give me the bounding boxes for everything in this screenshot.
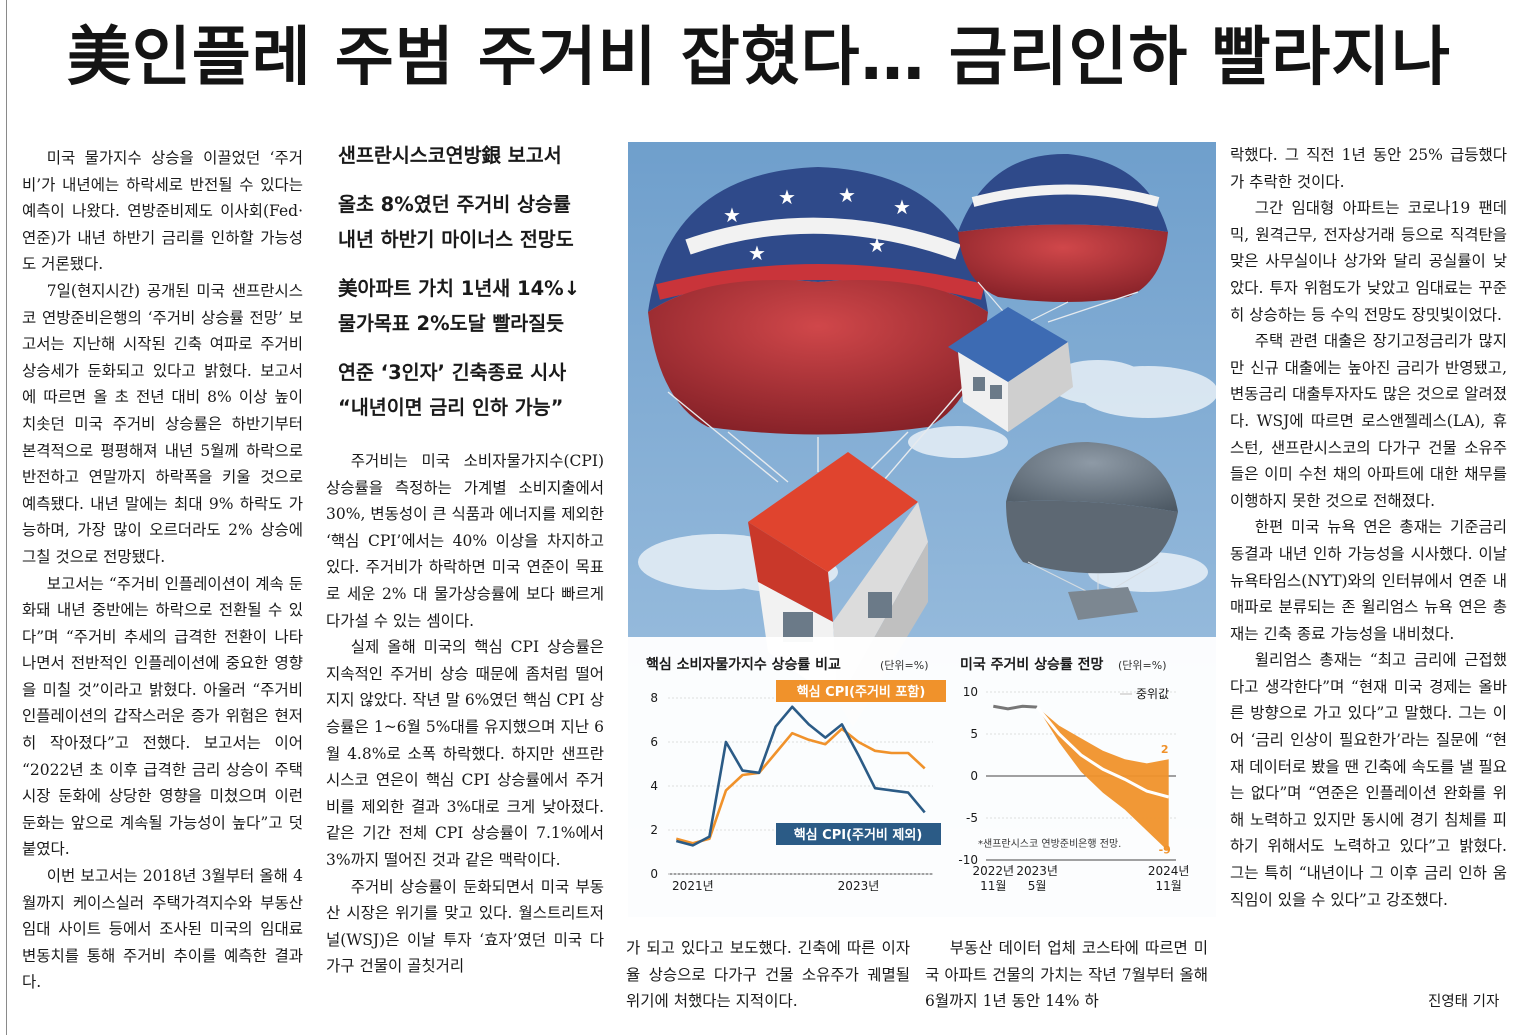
article-column-4: 부동산 데이터 업체 코스타에 따르면 미국 아파트 건물의 가치는 작년 7월… [925,935,1208,1015]
article-column-5: 락했다. 그 직전 1년 동안 25% 급등했다가 추락한 것이다. 그간 임대… [1230,142,1507,913]
x-tick-label: 2021년 [672,879,714,893]
x-tick-line: 2023년 [1016,864,1058,878]
paragraph: 주택 관련 대출은 장기고정금리가 많지만 신규 대출에는 높아진 금리가 반영… [1230,332,1507,510]
paragraph: 주거비 상승률이 둔화되면서 미국 부동산 시장은 위기를 맞고 있다. 월스트… [326,877,604,976]
grey-parachute [1006,442,1178,620]
paragraph: 윌리엄스 총재는 “최고 금리에 근접했다고 생각한다”며 “현재 미국 경제는… [1230,651,1507,909]
article-column-1: 미국 물가지수 상승을 이끌었던 ‘주거비’가 내년에는 하락세로 반전될 수 … [22,145,303,996]
y-tick-label: 2 [650,823,658,837]
subheadlines: 샌프란시스코연방銀 보고서 올초 8%였던 주거비 상승률 내년 하반기 마이너… [338,138,618,425]
paragraph: 가 되고 있다고 보도했다. 긴축에 따른 이자율 상승으로 다가구 건물 소유… [626,939,910,1011]
subhead-line: 물가목표 2%도달 빨라질듯 [338,312,565,335]
paragraph: 락했다. 그 직전 1년 동안 25% 급등했다가 추락한 것이다. [1230,146,1507,191]
paragraph: 7일(현지시간) 공개된 미국 샌프란시스코 연방준비은행의 ‘주거비 상승률 … [22,281,303,566]
series-line [675,705,926,847]
svg-text:★: ★ [723,203,741,227]
history-line [993,704,1038,711]
legend-box-orange [776,680,946,702]
byline: 진영태 기자 [1428,994,1500,1010]
chart-unit: (단위=%) [880,659,929,672]
y-tick-label: -10 [958,853,978,867]
annotation-label: -9 [1159,844,1171,857]
paragraph: 실제 올해 미국의 핵심 CPI 상승률은 지속적인 주거비 상승 때문에 좀처… [326,638,604,869]
median-line [1035,706,1170,799]
y-tick-label: 0 [650,867,658,881]
legend-label: 핵심 CPI(주거비 제외) [794,827,923,843]
illustration-panel: ★ ★ ★ ★ ★ ★ [628,142,1216,917]
paragraph: 미국 물가지수 상승을 이끌었던 ‘주거비’가 내년에는 하락세로 반전될 수 … [22,149,303,274]
y-tick-label: 0 [970,769,978,783]
y-tick-label: 8 [650,691,658,705]
core-cpi-comparison-chart: 핵심 소비자물가지수 상승률 비교 (단위=%) 0 2 4 6 8 2021년 2023년… [646,656,946,893]
subhead-line: 올초 8%였던 주거비 상승률 [338,193,571,216]
blue-roof-house [948,307,1073,432]
x-tick-line: 11월 [1156,879,1182,893]
parachute-houses-illustration: ★ ★ ★ ★ ★ ★ [628,142,1216,917]
svg-text:★: ★ [748,241,766,265]
paragraph: 보고서는 “주거비 인플레이션이 계속 둔화돼 내년 중반에는 하락으로 전환될… [22,574,303,859]
subhead-line: 샌프란시스코연방銀 보고서 [338,144,562,167]
article-column-3: 가 되고 있다고 보도했다. 긴축에 따른 이자율 상승으로 다가구 건물 소유… [626,935,910,1015]
paragraph: 한편 미국 뉴욕 연은 총재는 기준금리 동결과 내년 인하 가능성을 시사했다… [1230,518,1507,643]
svg-text:★: ★ [868,233,886,257]
paragraph: 그간 임대형 아파트는 코로나19 팬데믹, 원격근무, 전자상거래 등으로 직… [1230,199,1507,324]
x-tick-label: 2024년 11월 [1148,864,1190,893]
x-tick-line: 2022년 [973,864,1015,878]
annotation-label: 2 [1161,743,1169,756]
legend-label: 핵심 CPI(주거비 포함) [797,684,926,700]
page-border [6,0,7,1035]
subhead-line: “내년이면 금리 인하 가능” [338,396,564,419]
headline: 美인플레 주범 주거비 잡혔다… 금리인하 빨라지나 [66,21,1452,95]
x-tick-line: 2024년 [1148,864,1190,878]
large-parachute: ★ ★ ★ ★ ★ ★ [648,167,988,488]
x-tick-label: 2023년 5월 [1016,864,1058,893]
y-tick-label: 4 [650,779,658,793]
svg-text:★: ★ [778,185,796,209]
svg-text:★: ★ [893,195,911,219]
x-tick-label: 2022년 11월 [973,864,1015,893]
chart-unit: (단위=%) [1118,659,1167,672]
legend-label: 중위값 [1136,687,1169,701]
small-parachute [958,153,1168,323]
x-tick-line: 5월 [1028,879,1047,893]
x-tick-label: 2023년 [838,879,880,893]
article-column-2: 주거비는 미국 소비자물가지수(CPI) 상승률을 측정하는 가계별 소비지출에… [326,448,604,980]
y-tick-label: 5 [970,727,978,741]
x-tick-line: 11월 [980,879,1006,893]
svg-text:★: ★ [838,183,856,207]
chart-title: 핵심 소비자물가지수 상승률 비교 [646,656,841,673]
chart-note: *샌프란시스코 연방준비은행 전망. [978,838,1121,850]
subhead-line: 내년 하반기 마이너스 전망도 [338,228,574,251]
series-line [675,727,926,845]
y-tick-label: 6 [650,735,658,749]
y-tick-label: 10 [963,685,978,699]
legend-box-navy [776,823,941,845]
chart-title: 미국 주거비 상승률 전망 [960,656,1104,673]
paragraph: 이번 보고서는 2018년 3월부터 올해 4월까지 케이스실러 주택가격지수와… [22,867,303,992]
y-tick-label: -5 [966,811,978,825]
paragraph: 주거비는 미국 소비자물가지수(CPI) 상승률을 측정하는 가계별 소비지출에… [326,452,604,630]
subhead-line: 美아파트 가치 1년새 14%↓ [338,277,581,300]
paragraph: 부동산 데이터 업체 코스타에 따르면 미국 아파트 건물의 가치는 작년 7월… [925,939,1208,1011]
subhead-line: 연준 ‘3인자’ 긴축종료 시사 [338,361,567,384]
